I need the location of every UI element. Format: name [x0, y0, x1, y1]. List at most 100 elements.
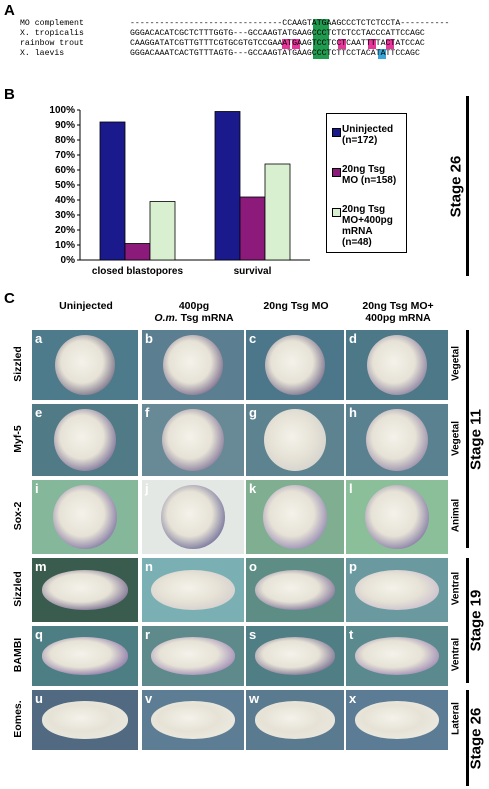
- panel-sub-letter: x: [349, 691, 357, 706]
- panel-sub-letter: j: [145, 481, 149, 496]
- panel-sub-letter: d: [349, 331, 357, 346]
- panel-sub-letter: c: [249, 331, 257, 346]
- bar: [99, 121, 126, 261]
- stage-19-bar: [466, 558, 469, 683]
- bar: [124, 243, 151, 261]
- embryo-image: x: [346, 690, 448, 750]
- panel-sub-letter: q: [35, 627, 43, 642]
- embryo: [355, 701, 439, 739]
- col-header-uninjected: Uninjected: [32, 300, 140, 312]
- panel-sub-letter: u: [35, 691, 43, 706]
- panel-sub-letter: h: [349, 405, 357, 420]
- embryo-image: c: [246, 330, 344, 400]
- panel-c-letter: C: [4, 290, 15, 307]
- embryo-image: g: [246, 404, 344, 476]
- stage-26-bar-c: [466, 690, 469, 786]
- panel-sub-letter: o: [249, 559, 257, 574]
- embryo-image: s: [246, 626, 344, 686]
- panel-sub-letter: r: [145, 627, 151, 642]
- y-tick-label: 30%: [55, 210, 75, 221]
- embryo: [54, 334, 116, 396]
- embryo-image: i: [32, 480, 138, 554]
- seq-label-mo: MO complement: [20, 19, 84, 28]
- embryo-image: b: [142, 330, 244, 400]
- embryo: [365, 485, 429, 549]
- y-tick-label: 80%: [55, 135, 75, 146]
- seq-label-trout: rainbow trout: [20, 39, 84, 48]
- embryo: [41, 570, 129, 610]
- embryo: [254, 637, 336, 675]
- legend-label-mo: 20ng Tsg MO (n=158): [342, 164, 397, 186]
- embryo: [161, 485, 225, 549]
- panel-sub-letter: e: [35, 405, 43, 420]
- embryo-image: d: [346, 330, 448, 400]
- col-header-line2: 400pg mRNA: [365, 312, 431, 324]
- mismatch-highlight: [282, 39, 290, 49]
- stage-26-label-c: Stage 26: [467, 707, 485, 770]
- col-header-line1: 400pg: [178, 300, 210, 312]
- embryo: [366, 334, 428, 396]
- embryo-image: w: [246, 690, 344, 750]
- panel-sub-letter: w: [249, 691, 260, 706]
- embryo-image: t: [346, 626, 448, 686]
- embryo-image: r: [142, 626, 244, 686]
- panel-sub-letter: i: [35, 481, 39, 496]
- panel-sub-letter: l: [349, 481, 353, 496]
- embryo: [355, 570, 439, 610]
- embryo: [254, 570, 336, 610]
- embryo-image: e: [32, 404, 138, 476]
- start-codon-highlight: [313, 19, 329, 59]
- panel-sub-letter: a: [35, 331, 43, 346]
- y-tick-label: 60%: [55, 165, 75, 176]
- embryo-image: p: [346, 558, 448, 622]
- row-label-sizzled: Sizzled: [12, 571, 24, 607]
- species-italic: O.m.: [154, 312, 178, 324]
- col-header-tsg-mo: 20ng Tsg MO: [246, 300, 346, 312]
- embryo: [41, 701, 129, 739]
- embryo: [355, 637, 439, 675]
- row-label-sox-2: Sox-2: [12, 501, 24, 531]
- embryo-image: f: [142, 404, 244, 476]
- embryo: [162, 409, 224, 471]
- embryo-image: v: [142, 690, 244, 750]
- panel-sub-letter: s: [249, 627, 257, 642]
- seq-label-laevis: X. laevis: [20, 49, 65, 58]
- stage-11-label: Stage 11: [467, 409, 485, 470]
- embryo-image: l: [346, 480, 448, 554]
- y-tick-label: 0%: [61, 255, 76, 266]
- row-label-bambi: BAMBI: [12, 637, 24, 673]
- row-label-sizzled: Sizzled: [12, 346, 24, 382]
- y-tick-label: 40%: [55, 195, 75, 206]
- embryo-image: h: [346, 404, 448, 476]
- mismatch-highlight: [368, 39, 376, 49]
- col-header-line2: O.m. Tsg mRNA: [142, 312, 246, 324]
- legend-label-rescue: 20ng Tsg MO+400pg mRNA (n=48): [342, 204, 393, 248]
- legend-swatch-mo: [332, 168, 341, 177]
- mismatch-highlight: [292, 39, 300, 49]
- legend-swatch-rescue: [332, 208, 341, 217]
- x-tick-label: survival: [234, 266, 272, 277]
- x-tick-label: closed blastopores: [92, 266, 184, 277]
- legend-label-uninjected: Uninjected (n=172): [342, 124, 394, 146]
- view-label-lateral: Lateral: [450, 702, 462, 735]
- panel-sub-letter: f: [145, 405, 150, 420]
- col-header-line2-rest: Tsg mRNA: [177, 312, 234, 324]
- seq-tropicalis: GGGACACATCGCTCTTTGGTG---GCCAAGTATGAAGCCC…: [130, 29, 425, 38]
- bar: [239, 196, 266, 261]
- embryo: [162, 334, 224, 396]
- view-label-ventral: Ventral: [450, 571, 462, 606]
- view-label-animal: Animal: [450, 498, 462, 533]
- embryo: [151, 570, 235, 610]
- y-tick-label: 10%: [55, 240, 75, 251]
- panel-sub-letter: m: [35, 559, 47, 574]
- mismatch-highlight: [386, 39, 394, 49]
- y-tick-label: 100%: [49, 105, 75, 116]
- embryo: [263, 485, 327, 549]
- embryo: [264, 334, 326, 396]
- mismatch-highlight: [338, 39, 346, 49]
- view-label-vegetal: Vegetal: [450, 345, 462, 382]
- embryo-image: q: [32, 626, 138, 686]
- embryo: [254, 701, 336, 739]
- embryo-image: n: [142, 558, 244, 622]
- embryo-image: u: [32, 690, 138, 750]
